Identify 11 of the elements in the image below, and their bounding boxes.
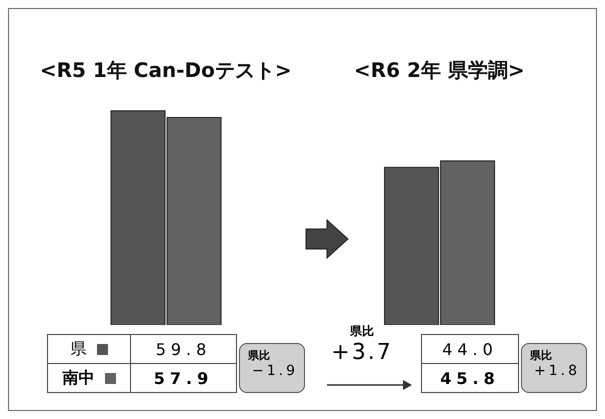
x-tick-label: <R6 2年 県学調>: [354, 58, 525, 82]
legend-label: 南中: [62, 368, 94, 388]
annotation: 県比 +3.7: [330, 323, 394, 365]
x-tick-label: <R5 1年 Can-Doテスト>: [40, 58, 292, 82]
data-label: 59.8: [154, 340, 212, 358]
data-label: 57.9: [152, 368, 214, 388]
data-label: 45.8: [439, 368, 501, 388]
text: 県比 −1.9: [248, 348, 299, 379]
data-label: 44.0: [441, 340, 499, 358]
text: 県比 +1.8: [530, 348, 581, 379]
legend-label: 県: [70, 338, 86, 360]
